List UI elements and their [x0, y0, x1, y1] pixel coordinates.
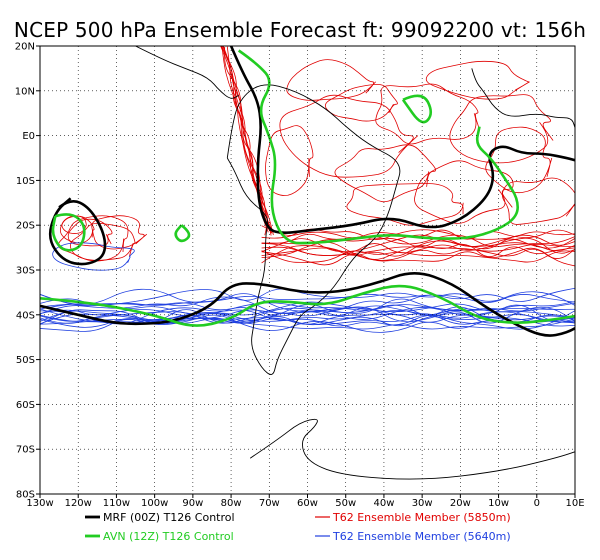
lat-tick-label: 80S [16, 490, 35, 501]
ensemble-5850m-contour [261, 228, 575, 240]
lat-tick-label: 50S [16, 355, 35, 366]
graticule [36, 45, 576, 498]
ensemble-5640m-contour [40, 317, 575, 332]
ensemble-5850m-contours [57, 46, 575, 267]
legend-label: T62 Ensemble Member (5640m) [332, 530, 511, 543]
lon-tick-label: 30w [412, 498, 433, 509]
lon-tick-label: 120w [65, 498, 92, 509]
avn-control-contour [174, 224, 191, 243]
lat-tick-label: 20S [16, 221, 35, 232]
lon-tick-label: 0 [534, 498, 540, 509]
south-america-coastline [226, 84, 401, 375]
mrf-control-contour [48, 197, 107, 266]
lon-tick-label: 130w [26, 498, 53, 509]
ensemble-5850m-contour [334, 144, 437, 203]
ensemble-5850m-contour [279, 94, 419, 178]
avn-control-contour [51, 213, 86, 252]
ensemble-5850m-contour [222, 46, 268, 236]
ensemble-5850m-contour [261, 237, 575, 256]
ensemble-5640m-contour [40, 307, 575, 330]
map-frame [39, 45, 576, 495]
ensemble-5850m-contour [425, 60, 530, 100]
avn-control-contour [40, 284, 575, 327]
legend-label: T62 Ensemble Member (5850m) [332, 511, 511, 524]
ensemble-5640m-contour [40, 302, 575, 315]
lon-tick-label: 90w [182, 498, 203, 509]
legend-label: AVN (12Z) T126 Control [103, 530, 234, 543]
avn-control-contour [237, 49, 519, 245]
lon-tick-label: 20w [450, 498, 471, 509]
lat-tick-label: 30S [16, 266, 35, 277]
longitude-labels: 130w 120w 110w 100w 90w 80w 70w 60w 50w 40w 30w 20w… [26, 498, 584, 509]
avn-control-contour [401, 94, 433, 124]
lon-tick-label: 80w [221, 498, 242, 509]
ensemble-5850m-contour [261, 250, 575, 263]
ensemble-5640m-contour [40, 310, 575, 324]
control-contours [40, 46, 575, 337]
antarctica-coastline [249, 418, 575, 480]
ensemble-5850m-contour [346, 183, 464, 226]
lon-tick-label: 40w [373, 498, 394, 509]
lon-tick-label: 60w [297, 498, 318, 509]
ensemble-5850m-contour [324, 83, 398, 122]
ensemble-5640m-contour [40, 288, 575, 307]
ensemble-5850m-contour [485, 126, 553, 194]
ensemble-5850m-contour [286, 59, 377, 101]
ensemble-5850m-contour [414, 160, 514, 224]
lat-tick-label: 40S [16, 310, 35, 321]
mrf-control-contour [229, 46, 575, 234]
ensemble-5850m-contour [224, 46, 273, 233]
lat-tick-label: E0 [22, 131, 35, 142]
ensemble-5850m-contour [261, 234, 575, 253]
latitude-labels: 20N 10N E0 10S 20S 30S 40S 50S 60S 70S 80S [15, 42, 35, 501]
ensemble-5640m-contour [40, 306, 575, 325]
lon-tick-label: 70w [259, 498, 280, 509]
ensemble-5850m-contour [59, 215, 95, 244]
lat-tick-label: 70S [16, 445, 35, 456]
legend-label: MRF (00Z) T126 Control [103, 511, 235, 524]
contour-layer [40, 46, 575, 480]
ensemble-5850m-contour [501, 177, 575, 225]
ensemble-5850m-contour [61, 215, 87, 234]
coastline [135, 46, 575, 480]
ensemble-5850m-contour [91, 215, 148, 250]
ensemble-5850m-contour [67, 218, 113, 247]
ensemble-5850m-contour [261, 225, 575, 240]
lat-tick-label: 10N [15, 86, 35, 97]
lat-tick-label: 10S [16, 176, 35, 187]
ensemble-5850m-contour [449, 94, 554, 164]
lon-tick-label: 10E [565, 498, 584, 509]
ensemble-5850m-contour [57, 215, 129, 262]
lat-tick-label: 60S [16, 400, 35, 411]
lon-tick-label: 100w [141, 498, 168, 509]
ensemble-5850m-contour [375, 83, 480, 145]
ensemble-5850m-contour [261, 240, 575, 257]
ensemble-5850m-contour [261, 247, 575, 267]
lon-tick-label: 110w [103, 498, 130, 509]
lat-tick-label: 20N [15, 42, 35, 53]
lon-tick-label: 50w [335, 498, 356, 509]
central-america-coastline [135, 46, 239, 99]
africa-coastline [471, 68, 575, 130]
legend: MRF (00Z) T126 Control AVN (12Z) T126 Con… [85, 511, 511, 543]
chart-title: NCEP 500 hPa Ensemble Forecast ft: 99092… [13, 18, 587, 42]
lon-tick-label: 10w [488, 498, 509, 509]
ensemble-5850m-contour [69, 222, 136, 261]
